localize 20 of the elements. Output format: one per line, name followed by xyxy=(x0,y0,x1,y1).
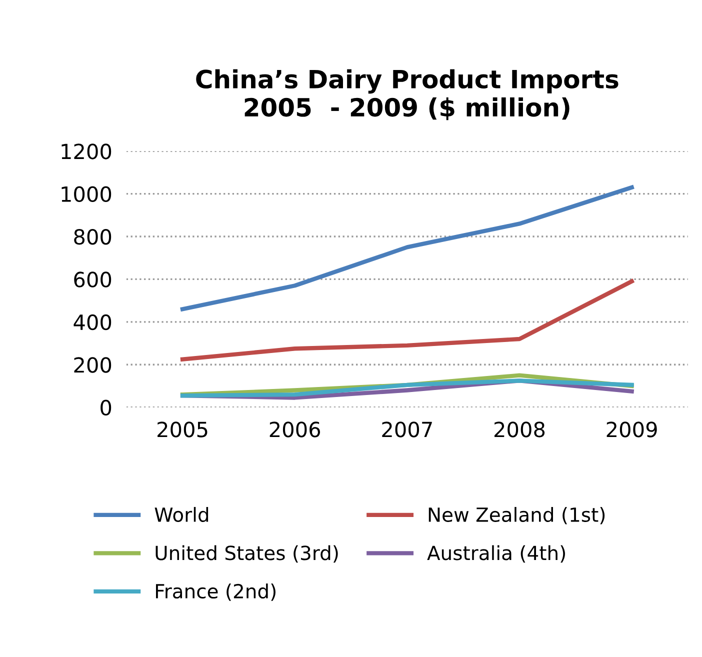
line-series xyxy=(180,279,634,362)
chart-title: China’s Dairy Product Imports 2005 - 2009 ($ million) xyxy=(196,69,618,120)
legend-label: World xyxy=(154,506,208,522)
legend-label: Australia (4th) xyxy=(427,545,565,563)
x-tick-label: 2007 xyxy=(382,422,432,438)
y-tick-label: 1000 xyxy=(62,186,112,202)
x-tick-label: 2005 xyxy=(158,422,208,438)
legend-label: New Zealand (1st) xyxy=(428,506,605,524)
x-tick-label: 2006 xyxy=(270,422,320,438)
x-tick-label: 2009 xyxy=(606,422,657,438)
y-tick-label: 600 xyxy=(74,272,112,288)
y-tick-label: 200 xyxy=(74,357,112,373)
x-tick-label: 2008 xyxy=(494,422,545,438)
y-tick-label: 400 xyxy=(74,314,112,330)
y-tick-label: 0 xyxy=(100,400,112,416)
legend-label: France (2nd) xyxy=(156,583,276,601)
line-series xyxy=(180,185,634,312)
y-tick-label: 800 xyxy=(74,228,112,245)
y-tick-label: 1200 xyxy=(62,144,112,160)
legend-label: United States (3rd) xyxy=(156,545,338,563)
